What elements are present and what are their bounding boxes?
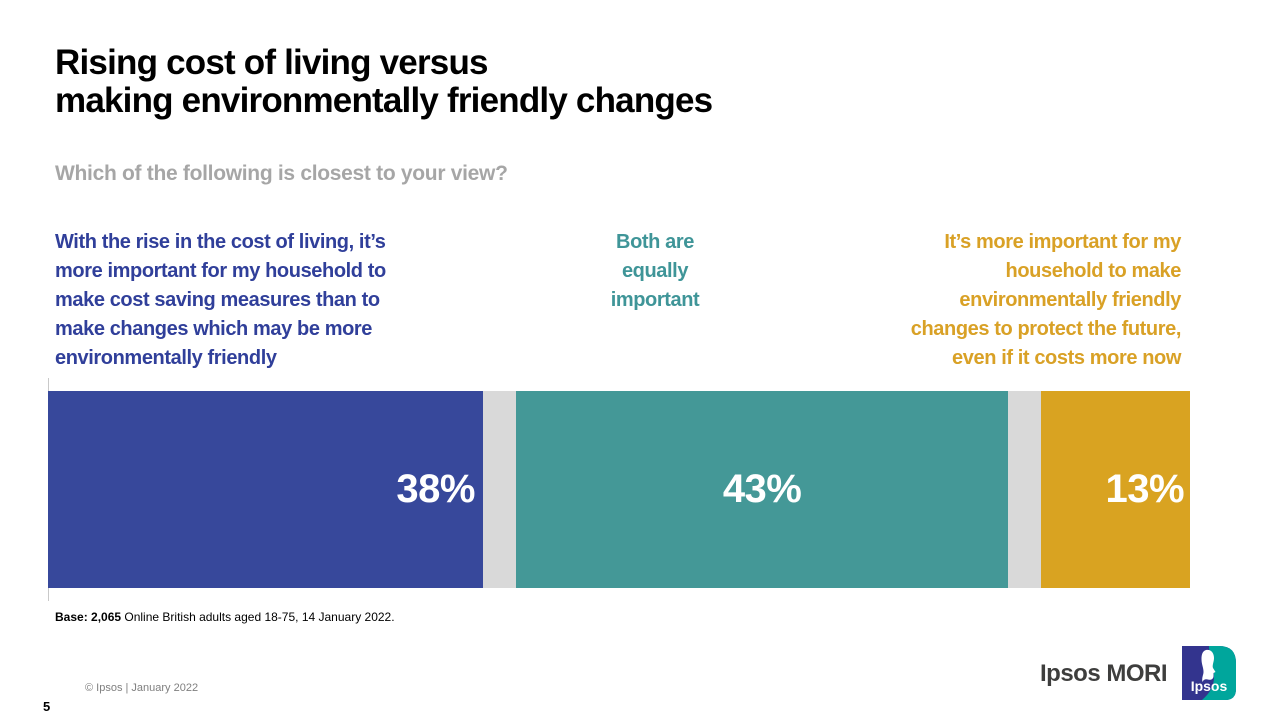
- ipsos-logo-text: Ipsos: [1191, 678, 1228, 694]
- axis-tick-top: [48, 378, 49, 391]
- base-note-bold: Base: 2,065: [55, 610, 122, 624]
- bar-segment-environment-first: 13%: [1041, 391, 1191, 588]
- ipsos-logo-graphic: Ipsos: [1182, 646, 1236, 700]
- stacked-bar-chart: 38% 43% 13%: [48, 391, 1191, 588]
- value-label-both-equal: 43%: [722, 467, 802, 511]
- survey-question: Which of the following is closest to you…: [55, 162, 508, 185]
- axis-tick-bottom: [48, 588, 49, 601]
- bar-gap: [482, 391, 516, 588]
- value-label-environment-first: 13%: [1105, 467, 1185, 511]
- bar-gap: [1008, 391, 1042, 588]
- page-number: 5: [43, 699, 51, 714]
- ipsos-mori-wordmark: Ipsos MORI: [1039, 660, 1168, 687]
- bar-segment-both-equal: 43%: [515, 391, 1009, 588]
- answer-label-cost-saving: With the rise in the cost of living, it’…: [55, 231, 386, 369]
- answer-label-both-equal: Both are equally important: [610, 231, 700, 311]
- title-line-2: making environmentally friendly changes: [55, 81, 713, 120]
- value-label-cost-saving: 38%: [396, 467, 475, 511]
- answer-label-environment-first: It’s more important for my household to …: [910, 231, 1182, 369]
- base-note: Base: 2,065 Online British adults aged 1…: [55, 610, 395, 624]
- ipsos-logo-face: [1201, 649, 1216, 682]
- copyright-text: © Ipsos | January 2022: [85, 682, 199, 694]
- bar-segment-cost-saving: 38%: [48, 391, 483, 588]
- title-line-1: Rising cost of living versus: [55, 43, 489, 82]
- base-note-rest: Online British adults aged 18-75, 14 Jan…: [121, 610, 395, 624]
- page-title: Rising cost of living versus making envi…: [55, 43, 713, 120]
- ipsos-logo: Ipsos: [1182, 646, 1236, 700]
